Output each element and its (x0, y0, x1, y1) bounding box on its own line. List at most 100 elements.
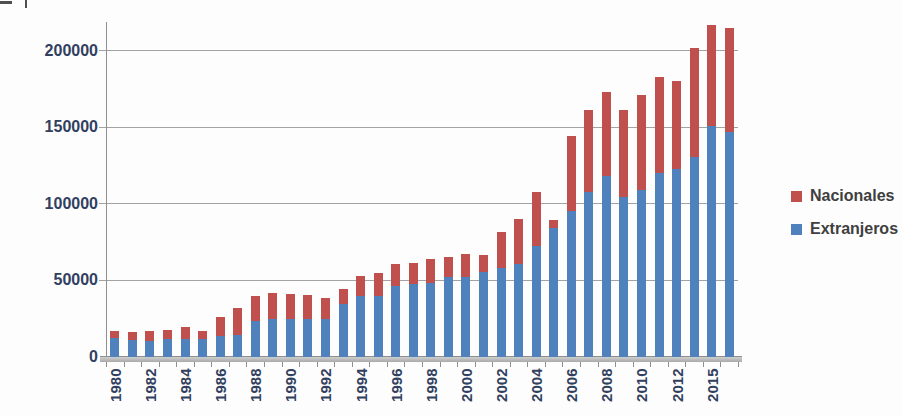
bar-1984-nacionales (181, 327, 190, 338)
x-axis-tick (124, 362, 125, 367)
x-axis-tick (106, 362, 107, 367)
bar-2006-extranjeros (567, 211, 576, 357)
x-axis-tick (282, 362, 283, 367)
x-axis-label-2004: 2004 (529, 369, 544, 415)
x-axis-label-1988: 1988 (248, 369, 263, 415)
bar-1997-extranjeros (409, 284, 418, 357)
bar-2000-extranjeros (461, 277, 470, 357)
y-axis-label-200000: 200000 (26, 42, 98, 60)
bar-2015-extranjeros (725, 132, 734, 357)
x-axis-label-2002: 2002 (494, 369, 509, 415)
x-axis-tick (598, 362, 599, 367)
x-axis-tick (317, 362, 318, 367)
bar-2001-nacionales (479, 255, 488, 272)
bar-1998-nacionales (426, 259, 435, 283)
y-axis-label-150000: 150000 (26, 118, 98, 136)
bar-1990-nacionales (286, 294, 295, 319)
bar-1986-extranjeros (216, 336, 225, 357)
bar-2005-extranjeros (549, 228, 558, 357)
x-axis-tick (527, 362, 528, 367)
x-axis-tick (422, 362, 423, 367)
legend-item-extranjeros: Extranjeros (791, 221, 898, 237)
x-axis-label-1998: 1998 (423, 369, 438, 415)
x-axis-tick (404, 362, 405, 367)
x-axis-tick (615, 362, 616, 367)
bar-2001-extranjeros (479, 272, 488, 357)
bar-2008-extranjeros (602, 176, 611, 357)
bar-2004-nacionales (532, 192, 541, 246)
x-axis-label-2006: 2006 (564, 369, 579, 415)
scan-corner-mark-horizontal (0, 1, 12, 4)
x-axis-label-1984: 1984 (178, 369, 193, 415)
bar-2002-nacionales (497, 232, 506, 268)
bar-1997-nacionales (409, 263, 418, 284)
bar-2011-extranjeros (655, 173, 664, 357)
bar-2014-extranjeros (707, 126, 716, 357)
x-axis-tick (475, 362, 476, 367)
bar-1980-nacionales (110, 331, 119, 338)
bar-2013-nacionales (690, 48, 699, 157)
x-axis-tick (650, 362, 651, 367)
bar-1991-nacionales (303, 295, 312, 320)
x-axis-tick (141, 362, 142, 367)
bar-2010-extranjeros (637, 190, 646, 357)
x-axis-tick (387, 362, 388, 367)
nacionales-swatch-icon (791, 191, 802, 202)
y-axis-line (106, 22, 107, 357)
bar-1996-nacionales (391, 264, 400, 286)
legend: Nacionales Extranjeros (791, 188, 898, 237)
y-axis-label-0: 0 (26, 348, 98, 366)
bar-2004-extranjeros (532, 246, 541, 357)
bar-1994-nacionales (356, 276, 365, 297)
bar-1987-extranjeros (233, 335, 242, 357)
bar-2002-extranjeros (497, 268, 506, 357)
x-axis-tick (545, 362, 546, 367)
bar-1990-extranjeros (286, 319, 295, 357)
bar-1985-nacionales (198, 331, 207, 339)
bar-1999-extranjeros (444, 277, 453, 357)
scan-corner-mark-vertical (25, 0, 27, 8)
bar-1989-nacionales (268, 293, 277, 319)
bar-1986-nacionales (216, 317, 225, 335)
bar-1981-extranjeros (128, 340, 137, 357)
x-axis-tick (334, 362, 335, 367)
x-axis-label-2000: 2000 (458, 369, 473, 415)
legend-item-nacionales: Nacionales (791, 188, 898, 204)
extranjeros-swatch-icon (791, 224, 802, 235)
bar-2008-nacionales (602, 92, 611, 176)
legend-label-extranjeros: Extranjeros (810, 221, 898, 237)
bar-2010-nacionales (637, 95, 646, 190)
bar-2000-nacionales (461, 254, 470, 277)
x-axis-tick (457, 362, 458, 367)
x-axis-tick (194, 362, 195, 367)
bar-2012-nacionales (672, 81, 681, 169)
x-axis-tick (159, 362, 160, 367)
bar-1995-extranjeros (374, 296, 383, 357)
x-axis-tick (685, 362, 686, 367)
x-axis-label-2012: 2012 (669, 369, 684, 415)
legend-label-nacionales: Nacionales (810, 188, 894, 204)
bar-2015-nacionales (725, 28, 734, 132)
x-axis-tick (246, 362, 247, 367)
x-axis-label-1994: 1994 (353, 369, 368, 415)
x-axis-tick (492, 362, 493, 367)
y-axis-label-50000: 50000 (26, 271, 98, 289)
bar-2009-nacionales (619, 110, 628, 197)
x-axis-tick (229, 362, 230, 367)
x-axis-tick (668, 362, 669, 367)
x-axis-tick (703, 362, 704, 367)
x-axis-tick (299, 362, 300, 367)
x-axis-tick (440, 362, 441, 367)
x-axis-tick (264, 362, 265, 367)
x-axis-label-1980: 1980 (107, 369, 122, 415)
bar-1984-extranjeros (181, 339, 190, 357)
bar-2012-extranjeros (672, 169, 681, 357)
x-axis-label-1982: 1982 (142, 369, 157, 415)
x-axis-label-1990: 1990 (283, 369, 298, 415)
bar-1998-extranjeros (426, 283, 435, 357)
bar-1989-extranjeros (268, 319, 277, 357)
x-axis-label-2010: 2010 (634, 369, 649, 415)
bar-2011-nacionales (655, 77, 664, 174)
bar-2003-extranjeros (514, 264, 523, 357)
x-axis-tick (176, 362, 177, 367)
